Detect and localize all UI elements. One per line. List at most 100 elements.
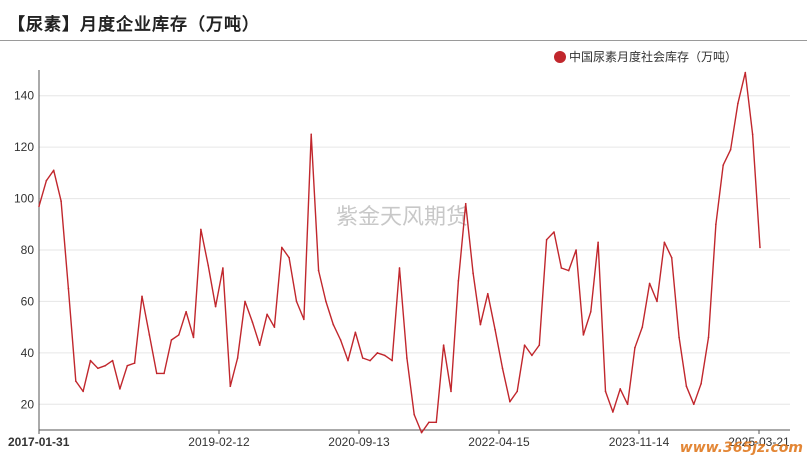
axes: [38, 70, 790, 431]
data-point: [192, 336, 195, 339]
data-point: [222, 267, 224, 269]
y-tick-label: 60: [21, 294, 35, 308]
data-point: [759, 246, 761, 249]
data-point: [619, 388, 622, 390]
data-point: [332, 323, 335, 326]
data-point: [369, 359, 371, 362]
data-point: [464, 202, 467, 205]
data-point: [472, 272, 474, 274]
x-tick-label: 2017-01-31: [8, 435, 70, 449]
data-point: [567, 269, 570, 272]
data-point: [700, 382, 702, 385]
data-point: [560, 267, 563, 269]
grid-lines: [39, 95, 790, 405]
data-point: [74, 380, 77, 382]
data-point: [545, 238, 548, 241]
y-tick-label: 140: [14, 89, 34, 103]
data-point: [177, 334, 180, 336]
data-point: [612, 411, 614, 413]
data-point: [229, 385, 232, 388]
data-point: [626, 403, 629, 406]
data-point: [148, 334, 151, 336]
chart-title: 【尿素】月度企业库存（万吨）: [8, 15, 260, 35]
data-point: [273, 326, 276, 328]
data-point: [38, 205, 40, 208]
x-tick-label: 2023-11-14: [609, 435, 670, 449]
data-point: [155, 372, 158, 375]
data-point: [442, 344, 445, 346]
data-point: [310, 133, 313, 136]
data-point: [663, 241, 666, 244]
data-point: [339, 339, 342, 341]
data-point: [383, 354, 386, 357]
data-point: [317, 269, 320, 272]
data-point: [406, 357, 408, 359]
data-point: [354, 331, 357, 334]
data-point: [251, 321, 254, 323]
data-point: [295, 300, 298, 303]
y-tick-label: 40: [21, 346, 35, 360]
data-point: [501, 367, 504, 370]
data-point: [494, 328, 496, 331]
data-point: [185, 310, 187, 313]
data-point: [303, 318, 305, 321]
data-point: [722, 164, 725, 166]
y-tick-labels: 20 40 60 80 100 120 140: [14, 89, 34, 412]
data-point: [634, 346, 636, 349]
data-point: [82, 390, 84, 393]
data-point: [398, 267, 401, 269]
data-point: [685, 385, 688, 388]
data-point: [553, 231, 555, 233]
data-point: [428, 421, 430, 424]
data-point: [67, 287, 70, 290]
y-tick-label: 100: [14, 192, 34, 206]
data-point: [361, 357, 364, 359]
data-point: [435, 421, 438, 424]
data-point: [538, 344, 541, 346]
data-point: [325, 300, 327, 303]
data-point: [516, 390, 519, 393]
y-tick-label: 20: [21, 397, 35, 411]
data-point: [258, 344, 261, 346]
data-point: [244, 300, 246, 303]
data-point: [531, 354, 533, 357]
data-point: [376, 352, 379, 354]
data-point: [450, 390, 452, 393]
data-point: [678, 336, 680, 339]
data-point: [479, 323, 482, 326]
x-tick-label: 2025-03-21: [728, 435, 790, 449]
data-point: [163, 372, 165, 375]
data-point: [744, 71, 747, 74]
data-point: [582, 334, 585, 336]
data-point: [207, 264, 210, 267]
legend[interactable]: 中国尿素月度社会库存（万吨）: [554, 49, 737, 64]
y-tick-label: 80: [21, 243, 35, 257]
data-point: [236, 357, 239, 359]
data-point: [413, 413, 416, 416]
data-point: [641, 326, 644, 328]
data-point: [604, 390, 607, 393]
data-point: [656, 300, 658, 303]
title-divider: [0, 40, 807, 41]
data-point: [97, 367, 99, 370]
data-point: [715, 223, 717, 226]
data-point: [523, 344, 526, 346]
data-point: [170, 339, 173, 341]
data-point: [288, 256, 290, 259]
data-point: [457, 280, 460, 282]
data-point: [200, 228, 202, 231]
data-point: [104, 364, 107, 367]
data-point: [60, 200, 62, 202]
watermark-text: 紫金天风期货: [336, 205, 468, 230]
data-point: [89, 359, 92, 362]
series-group: [38, 71, 761, 434]
x-tick-label: 2022-04-15: [468, 435, 530, 449]
data-point: [133, 362, 136, 364]
data-point: [141, 295, 143, 298]
series-line: [38, 71, 761, 434]
data-point: [391, 359, 393, 362]
x-tick-label: 2019-02-12: [188, 435, 250, 449]
x-tick-label: 2020-09-13: [328, 435, 390, 449]
data-point: [266, 313, 268, 316]
